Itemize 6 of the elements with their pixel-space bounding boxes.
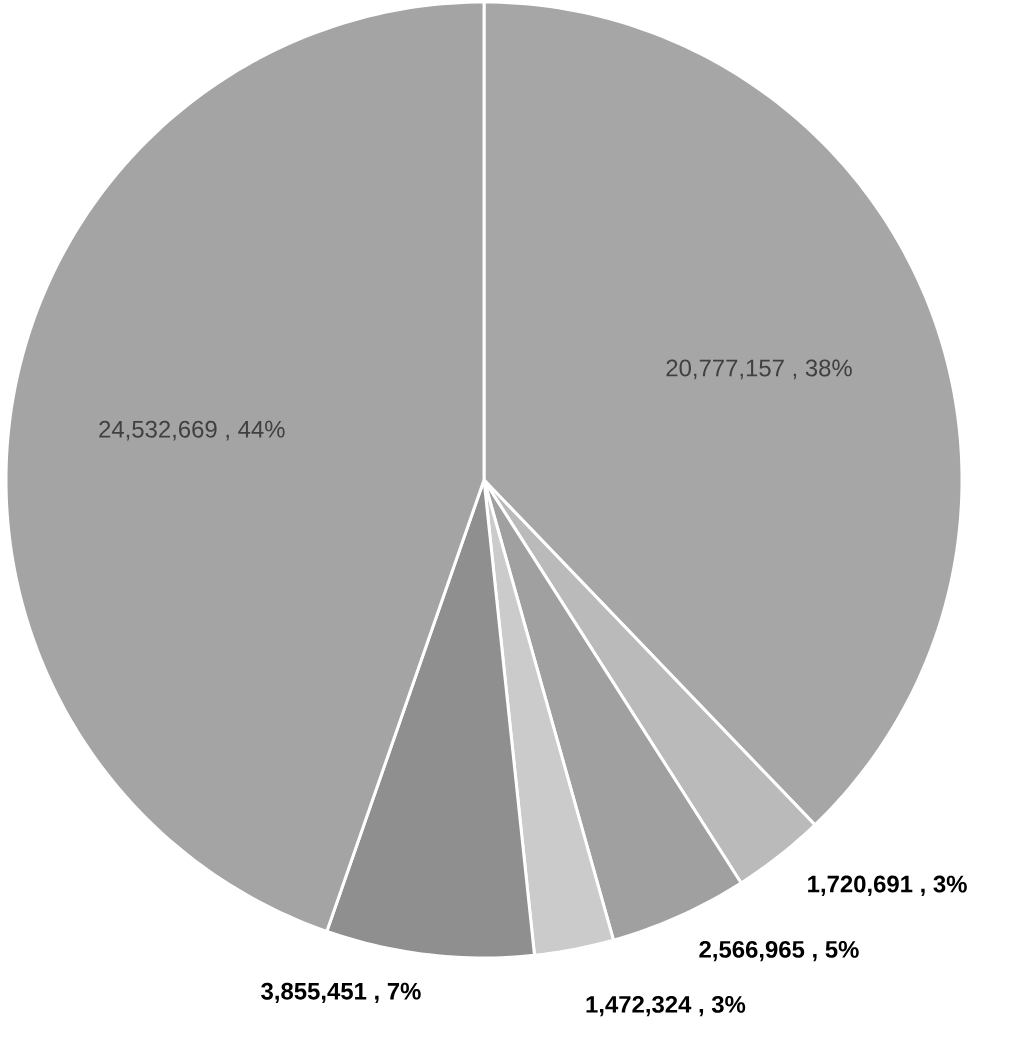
data-label: 1,720,691 , 3% — [808, 875, 967, 896]
data-label: 24,532,669 , 44% — [99, 420, 285, 441]
data-label: 1,472,324 , 3% — [586, 995, 746, 1017]
data-label: 3,855,451 , 7% — [261, 982, 421, 1004]
data-label: 2,566,965 , 5% — [699, 940, 859, 962]
data-label: 20,777,157 , 38% — [666, 359, 852, 380]
